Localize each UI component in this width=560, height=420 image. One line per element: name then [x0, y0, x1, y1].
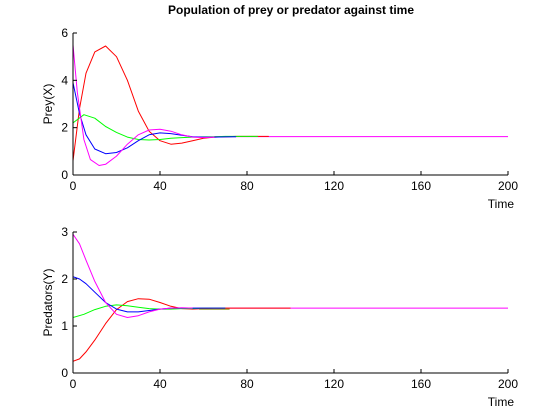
x-tick-label: 160 — [411, 179, 431, 193]
series-group — [73, 44, 508, 166]
y-axis-label: Prey(X) — [41, 84, 55, 125]
y-tick-label: 1 — [61, 319, 68, 333]
x-tick-label: 120 — [324, 377, 344, 391]
x-tick-label: 80 — [240, 377, 254, 391]
y-tick-label: 3 — [61, 225, 68, 239]
y-tick-label: 0 — [61, 168, 68, 182]
x-tick-label: 40 — [153, 377, 167, 391]
x-axis-label: Time — [488, 395, 515, 409]
y-tick-label: 4 — [61, 73, 68, 87]
prey-plot: 0 40 80 120 160 200 0 2 4 6 Time Prey(X) — [41, 26, 518, 211]
x-tick-label: 0 — [70, 179, 77, 193]
y-tick-label: 6 — [61, 26, 68, 40]
series-line-3 — [73, 276, 226, 313]
x-tick-label: 200 — [498, 179, 518, 193]
y-tick-label: 2 — [61, 272, 68, 286]
x-tick-label: 160 — [411, 377, 431, 391]
x-tick-label: 40 — [153, 179, 167, 193]
x-tick-label: 120 — [324, 179, 344, 193]
x-tick-label: 80 — [240, 179, 254, 193]
series-group — [73, 234, 508, 362]
series-line-4 — [73, 234, 193, 318]
y-tick-label: 0 — [61, 366, 68, 380]
x-tick-label: 200 — [498, 377, 518, 391]
predator-plot: 0 40 80 120 160 200 0 1 2 3 Time Predators(Y) — [41, 225, 518, 409]
y-tick-label: 2 — [61, 121, 68, 135]
y-axis-label: Predators(Y) — [41, 268, 55, 336]
chart-title: Population of prey or predator against t… — [168, 3, 414, 17]
series-line-4 — [73, 44, 215, 166]
x-axis-label: Time — [488, 197, 515, 211]
x-tick-label: 0 — [70, 377, 77, 391]
